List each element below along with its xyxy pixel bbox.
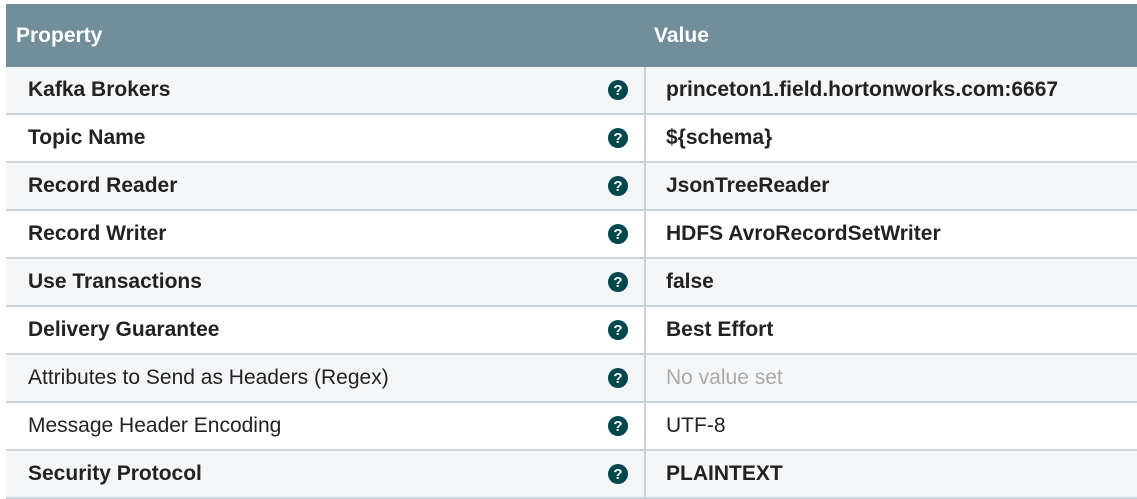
table-body: Kafka Brokers ? princeton1.field.hortonw… (6, 67, 1137, 499)
property-value[interactable]: princeton1.field.hortonworks.com:6667 (666, 78, 1059, 101)
help-icon[interactable]: ? (608, 416, 628, 436)
property-value[interactable]: ${schema} (666, 126, 773, 149)
property-name: Security Protocol (28, 462, 202, 485)
property-name: Topic Name (28, 126, 146, 149)
table-header: Property Value (6, 4, 1137, 67)
help-icon[interactable]: ? (608, 128, 628, 148)
table-row[interactable]: Record Writer ? HDFS AvroRecordSetWriter (6, 211, 1137, 259)
table-row[interactable]: Attributes to Send as Headers (Regex) ? … (6, 355, 1137, 403)
column-header-value[interactable]: Value (654, 23, 709, 47)
property-name: Use Transactions (28, 270, 202, 293)
help-icon[interactable]: ? (608, 320, 628, 340)
table-row[interactable]: Record Reader ? JsonTreeReader (6, 163, 1137, 211)
table-row[interactable]: Message Header Encoding ? UTF-8 (6, 403, 1137, 451)
table-row[interactable]: Delivery Guarantee ? Best Effort (6, 307, 1137, 355)
table-row[interactable]: Security Protocol ? PLAINTEXT (6, 451, 1137, 499)
property-name: Kafka Brokers (28, 78, 171, 101)
help-icon[interactable]: ? (608, 224, 628, 244)
property-value[interactable]: No value set (666, 366, 783, 389)
property-cell: Kafka Brokers ? (6, 67, 646, 113)
property-value[interactable]: PLAINTEXT (666, 462, 783, 485)
property-cell: Attributes to Send as Headers (Regex) ? (6, 355, 646, 401)
table-row[interactable]: Kafka Brokers ? princeton1.field.hortonw… (6, 67, 1137, 115)
property-cell: Security Protocol ? (6, 451, 646, 497)
property-name: Record Writer (28, 222, 167, 245)
property-cell: Record Writer ? (6, 211, 646, 257)
property-cell: Message Header Encoding ? (6, 403, 646, 449)
property-name: Delivery Guarantee (28, 318, 220, 341)
properties-table: Property Value Kafka Brokers ? princeton… (6, 4, 1137, 499)
help-icon[interactable]: ? (608, 272, 628, 292)
help-icon[interactable]: ? (608, 80, 628, 100)
help-icon[interactable]: ? (608, 176, 628, 196)
help-icon[interactable]: ? (608, 464, 628, 484)
property-cell: Use Transactions ? (6, 259, 646, 305)
column-header-property[interactable]: Property (16, 23, 103, 47)
property-cell: Topic Name ? (6, 115, 646, 161)
property-value[interactable]: UTF-8 (666, 414, 726, 437)
help-icon[interactable]: ? (608, 368, 628, 388)
property-cell: Delivery Guarantee ? (6, 307, 646, 353)
property-value[interactable]: Best Effort (666, 318, 774, 341)
property-value[interactable]: HDFS AvroRecordSetWriter (666, 222, 941, 245)
property-name: Record Reader (28, 174, 178, 197)
table-row[interactable]: Topic Name ? ${schema} (6, 115, 1137, 163)
property-value[interactable]: JsonTreeReader (666, 174, 830, 197)
property-value[interactable]: false (666, 270, 714, 293)
table-row[interactable]: Use Transactions ? false (6, 259, 1137, 307)
property-name: Attributes to Send as Headers (Regex) (28, 366, 389, 389)
property-cell: Record Reader ? (6, 163, 646, 209)
property-name: Message Header Encoding (28, 414, 282, 437)
